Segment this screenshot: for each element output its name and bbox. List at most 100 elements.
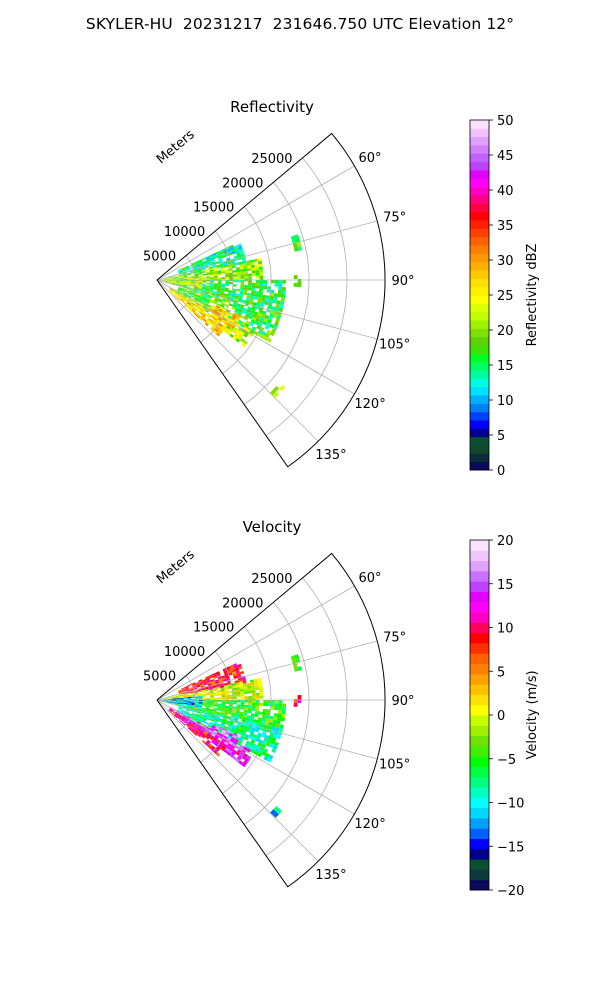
echo-cell xyxy=(231,292,236,296)
echo-cell xyxy=(223,725,228,730)
echo-cell xyxy=(206,273,210,276)
echo-cell xyxy=(175,695,180,698)
echo-cell xyxy=(168,277,173,279)
echo-cell xyxy=(296,242,302,247)
echo-cell xyxy=(292,663,298,668)
echo-cell xyxy=(184,266,189,269)
echo-cell xyxy=(236,335,242,341)
azimuth-gridline xyxy=(156,699,378,760)
colorbar-segment xyxy=(470,245,489,254)
echo-cell xyxy=(240,253,245,257)
echo-cell xyxy=(198,702,203,704)
echo-cell xyxy=(210,276,214,278)
echo-cell xyxy=(218,323,223,328)
echo-cell xyxy=(208,290,213,293)
echo-cell xyxy=(164,280,169,281)
echo-cell xyxy=(235,338,240,343)
echo-cell xyxy=(235,684,240,688)
echo-cell xyxy=(223,749,228,754)
echo-cell xyxy=(214,742,219,747)
azimuth-gridline xyxy=(156,585,355,701)
echo-cell xyxy=(259,285,264,289)
echo-cell xyxy=(168,699,173,700)
echo-cell xyxy=(272,733,278,739)
range-tick-label: 15000 xyxy=(193,621,234,636)
azimuth-tick-label: 90° xyxy=(391,274,414,289)
range-tick-label: 20000 xyxy=(222,596,263,611)
echo-cell xyxy=(212,318,217,323)
echo-cell xyxy=(217,285,222,288)
echo-cell xyxy=(205,268,210,272)
echo-cell xyxy=(192,301,196,305)
echo-cell xyxy=(276,808,282,815)
echo-cell xyxy=(193,686,197,689)
echo-cell xyxy=(229,274,233,277)
echo-cell xyxy=(200,301,205,305)
echo-cell xyxy=(188,683,192,687)
echo-cell xyxy=(183,696,188,698)
echo-cell xyxy=(182,690,187,693)
echo-cell xyxy=(246,292,252,296)
echo-cell xyxy=(278,728,283,733)
echo-cell xyxy=(206,701,211,703)
echo-cell xyxy=(248,721,254,725)
echo-cell xyxy=(176,711,180,715)
echo-cell xyxy=(269,312,274,318)
echo-cell xyxy=(221,697,226,700)
range-ring xyxy=(243,182,310,405)
echo-cell xyxy=(258,291,263,295)
echo-cell xyxy=(247,688,252,692)
echo-cell xyxy=(246,748,251,753)
echo-cell xyxy=(257,297,262,301)
colorbar-segment xyxy=(470,591,489,603)
echo-cell xyxy=(190,706,195,709)
echo-cell xyxy=(182,271,187,273)
echo-cell xyxy=(173,289,177,293)
echo-cell xyxy=(241,258,247,262)
echo-cell xyxy=(181,709,186,712)
echo-cell xyxy=(209,255,214,259)
echo-cell xyxy=(178,707,183,710)
echo-cell xyxy=(201,708,206,711)
colorbar-segment xyxy=(470,453,489,463)
echo-cell xyxy=(172,701,176,703)
echo-cell xyxy=(272,299,277,304)
echo-cell xyxy=(247,707,252,711)
echo-cell xyxy=(271,748,277,753)
colorbar-segment xyxy=(470,745,489,757)
echo-cell xyxy=(243,268,248,272)
echo-cell xyxy=(185,304,189,309)
echo-cell xyxy=(236,742,242,747)
echo-cell xyxy=(259,692,264,696)
echo-cell xyxy=(180,291,185,294)
colorbar-segment xyxy=(470,253,489,263)
echo-cell xyxy=(215,752,221,757)
colorbar-segment xyxy=(470,195,489,204)
echo-cell xyxy=(192,265,197,268)
echo-cell xyxy=(232,663,238,667)
echo-cell xyxy=(194,718,199,721)
echo-cell xyxy=(254,293,259,298)
echo-cell xyxy=(225,280,230,282)
echo-cell xyxy=(269,323,275,329)
echo-cell xyxy=(217,280,222,282)
echo-cell xyxy=(177,289,182,292)
echo-cell xyxy=(215,746,221,751)
echo-cell xyxy=(227,681,232,685)
echo-cell xyxy=(164,701,169,703)
echo-cell xyxy=(181,267,185,270)
echo-cell xyxy=(239,686,244,690)
colorbar-segment xyxy=(470,153,489,163)
echo-cell xyxy=(217,299,223,303)
echo-cell xyxy=(204,291,209,294)
echo-cell xyxy=(224,687,229,690)
echo-cell xyxy=(207,261,212,265)
echo-cell xyxy=(212,291,217,294)
echo-cell xyxy=(169,708,173,711)
echo-cell xyxy=(194,700,199,703)
echo-cell xyxy=(203,305,208,309)
echo-cell xyxy=(236,274,241,277)
echo-cell xyxy=(168,709,172,713)
echo-cell xyxy=(172,290,176,294)
echo-cell xyxy=(234,295,239,299)
